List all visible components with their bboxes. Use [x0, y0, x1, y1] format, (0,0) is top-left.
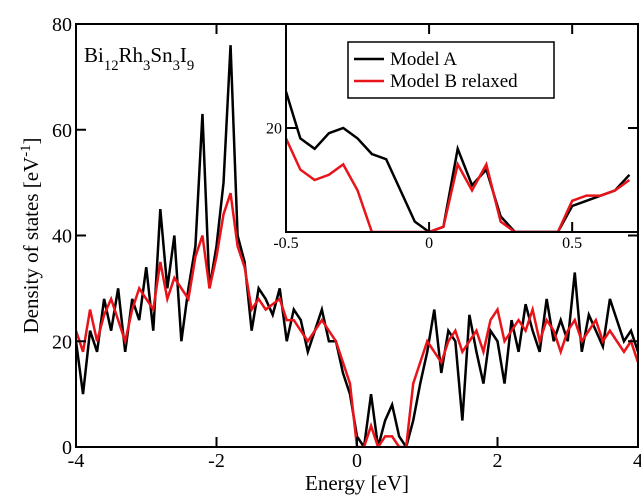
y-tick-label: 20 [52, 331, 72, 353]
x-tick-label: 4 [633, 450, 641, 472]
series-line [286, 91, 631, 232]
x-tick-label: 2 [493, 450, 503, 472]
y-axis-label: Density of states [eV-1] [18, 138, 43, 334]
annotation: Bi12Rh3Sn3I9 [84, 43, 194, 74]
y-tick-label: 80 [52, 14, 72, 36]
legend-box [347, 41, 555, 99]
x-tick-label: 0 [425, 235, 433, 252]
y-tick-label: 0 [62, 437, 72, 459]
x-tick-label: 0.5 [562, 235, 582, 252]
x-tick-label: 0 [352, 450, 362, 472]
x-axis-label: Energy [eV] [305, 471, 409, 495]
x-tick-label: -2 [208, 450, 225, 472]
y-tick-label: 40 [52, 226, 72, 248]
legend-label: Model B relaxed [390, 71, 518, 92]
legend-label: Model A [390, 49, 457, 70]
series-line [286, 137, 631, 232]
series-line [76, 192, 638, 447]
y-tick-label: 20 [266, 121, 282, 138]
x-tick-label: -0.5 [273, 235, 298, 252]
y-tick-label: 60 [52, 120, 72, 142]
x-tick-label: -4 [68, 450, 85, 472]
